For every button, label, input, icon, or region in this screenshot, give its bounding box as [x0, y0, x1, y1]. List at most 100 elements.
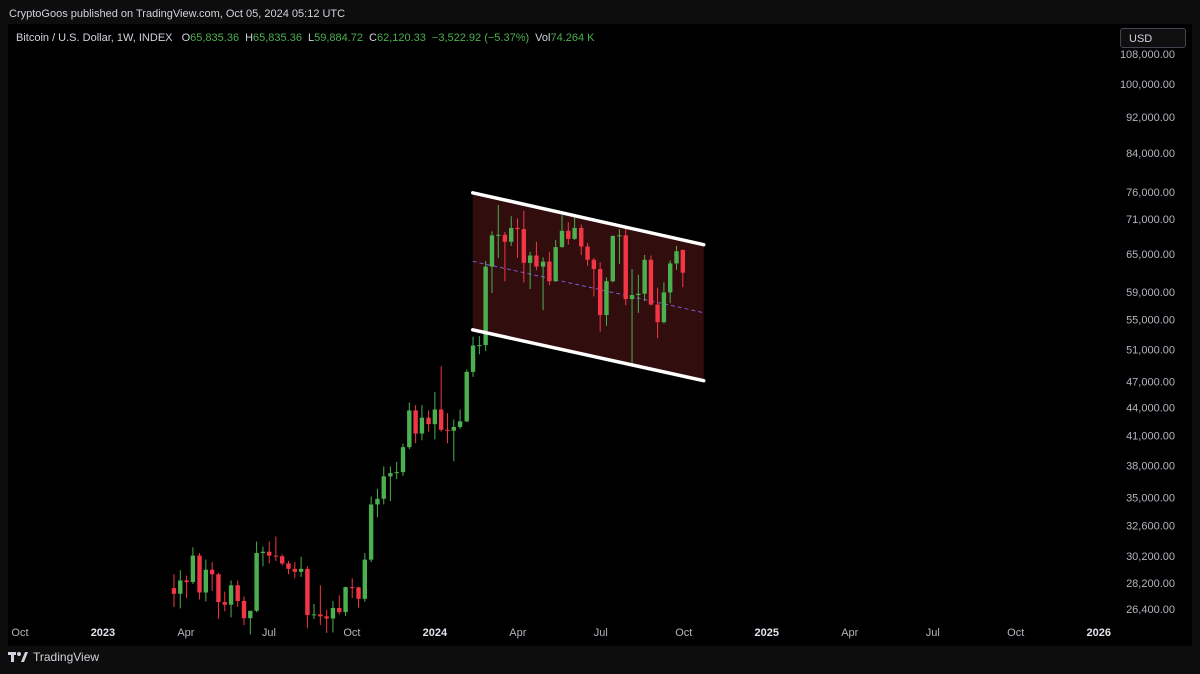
candle-body	[419, 417, 425, 434]
candle-body	[547, 261, 552, 282]
channel-lower	[470, 328, 706, 383]
candle-body	[241, 601, 247, 619]
y-tick-label: 32,600.00	[1126, 521, 1175, 533]
candle-body	[356, 587, 361, 599]
candle-body	[178, 580, 183, 594]
candle-body	[629, 295, 635, 300]
candle-body	[350, 587, 355, 589]
x-tick-label: Apr	[841, 627, 858, 639]
y-tick-label: 44,000.00	[1126, 403, 1175, 415]
candle-body	[674, 251, 679, 264]
y-tick-label: 55,000.00	[1126, 315, 1175, 327]
candle-body	[260, 551, 266, 554]
x-tick-label: 2025	[755, 627, 779, 639]
candle-body	[509, 227, 514, 242]
x-tick-label: Jul	[262, 627, 276, 639]
candle-body	[642, 259, 647, 294]
candle-body	[248, 610, 253, 619]
currency-button[interactable]: USD	[1120, 28, 1186, 48]
x-tick-label: Jul	[594, 627, 608, 639]
candle-body	[400, 447, 406, 473]
candle-body	[579, 227, 584, 247]
candle-body	[279, 556, 285, 564]
candle-body	[375, 498, 380, 505]
y-tick-label: 59,000.00	[1126, 287, 1175, 299]
x-tick-label: Oct	[343, 627, 360, 639]
y-tick-label: 92,000.00	[1126, 112, 1175, 124]
candle-body	[540, 261, 546, 267]
channel-fill	[472, 192, 704, 381]
candle-body	[394, 472, 399, 474]
y-tick-label: 47,000.00	[1126, 377, 1175, 389]
legend-value: 59,884.72	[314, 32, 364, 44]
candle-body	[197, 555, 202, 593]
candle-body	[527, 255, 533, 263]
x-tick-label: 2026	[1086, 627, 1110, 639]
brand-logo	[8, 652, 28, 662]
legend-key: Vol	[535, 32, 551, 44]
candle-body	[438, 409, 444, 430]
y-tick-label: 108,000.00	[1120, 49, 1175, 61]
candle-body	[668, 263, 673, 293]
candle-body	[604, 281, 609, 316]
candle-body	[457, 421, 463, 427]
candle-body	[292, 568, 297, 572]
candle-body	[267, 551, 272, 556]
y-tick-label: 28,200.00	[1126, 578, 1175, 590]
candle-body	[496, 234, 501, 236]
candle-body	[464, 371, 469, 422]
candle-body	[305, 568, 310, 616]
candle-body	[534, 255, 539, 267]
candle-body	[483, 266, 488, 346]
y-tick-label: 71,000.00	[1126, 214, 1175, 226]
candle-body	[362, 559, 368, 599]
candle-body	[203, 569, 209, 593]
candle-body	[559, 230, 565, 248]
legend-value: 65,835.36	[253, 32, 302, 44]
candle-body	[426, 417, 431, 425]
y-tick-label: 100,000.00	[1120, 79, 1175, 91]
candle-body	[597, 269, 603, 316]
candle-body	[330, 607, 336, 619]
y-tick-label: 35,000.00	[1126, 493, 1175, 505]
y-tick-label: 51,000.00	[1126, 344, 1175, 356]
candle-body	[298, 568, 304, 572]
candle-body	[381, 476, 386, 499]
candle-body	[477, 345, 482, 347]
candle-body	[190, 555, 196, 583]
x-tick-label: Oct	[675, 627, 692, 639]
candle-body	[368, 504, 374, 560]
candle-body	[489, 235, 495, 267]
candle-body	[591, 259, 597, 270]
legend-value: 74.264 K	[550, 32, 595, 44]
x-tick-label: Apr	[509, 627, 526, 639]
y-tick-label: 84,000.00	[1126, 148, 1175, 160]
candle-body	[337, 607, 342, 613]
x-tick-label: Jul	[926, 627, 940, 639]
x-tick-label: 2024	[423, 627, 448, 639]
candle-body	[432, 409, 438, 425]
candle-body	[636, 293, 641, 296]
candle-body	[655, 304, 660, 323]
symbol-legend: Bitcoin / U.S. Dollar, 1W, INDEX O65,835…	[16, 32, 601, 44]
candle-body	[572, 227, 577, 239]
brand-name: TradingView	[33, 650, 100, 664]
legend-key: C	[369, 32, 377, 44]
y-tick-label: 65,000.00	[1126, 249, 1175, 261]
channel-upper	[470, 191, 706, 247]
candle-body	[216, 574, 221, 603]
candle-body	[184, 580, 189, 583]
x-tick-label: 2023	[91, 627, 115, 639]
candle-body	[610, 235, 615, 282]
candle-body	[553, 247, 558, 282]
candle-body	[661, 292, 667, 323]
candle-body	[311, 614, 317, 616]
candle-body	[617, 235, 622, 237]
y-tick-label: 26,400.00	[1126, 604, 1175, 616]
legend-key: L	[307, 32, 315, 44]
candle-body	[680, 249, 686, 273]
candle-body	[171, 588, 177, 594]
x-tick-label: Oct	[1007, 627, 1024, 639]
candle-body	[470, 345, 476, 372]
